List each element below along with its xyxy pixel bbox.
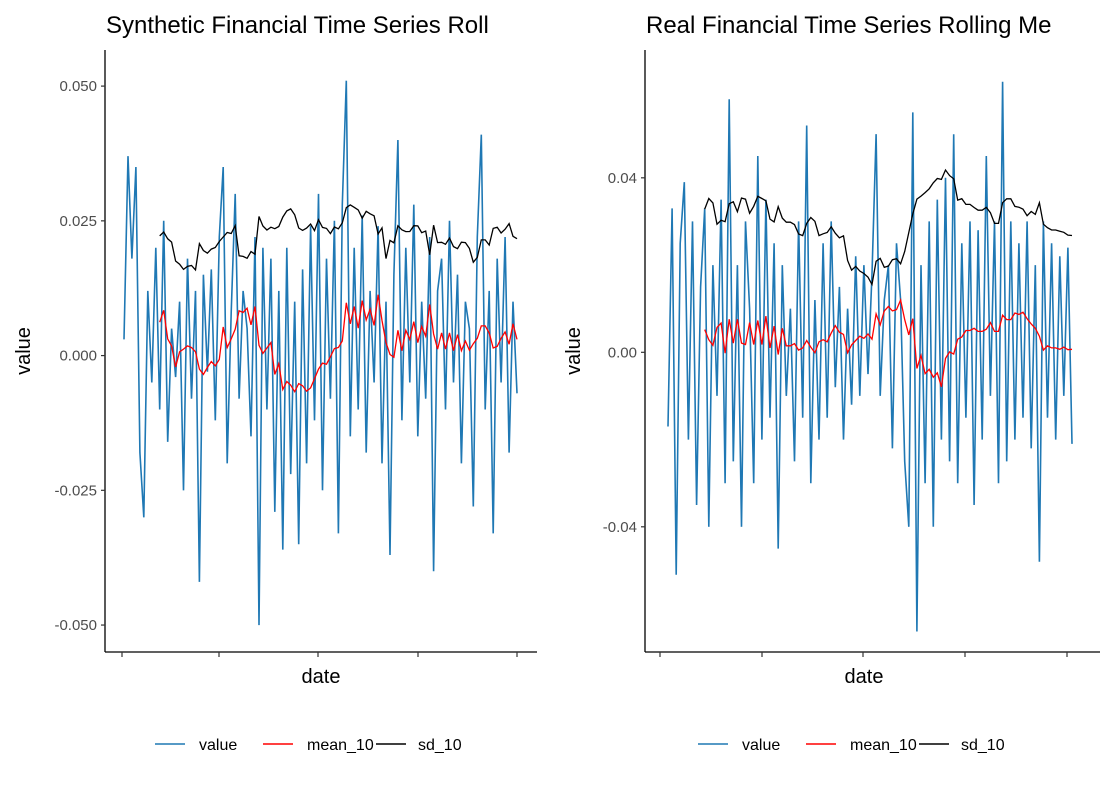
legend-item-sd_10: sd_10 [376, 737, 462, 754]
y-tick-label: 0.025 [59, 213, 97, 230]
legend-item-mean_10: mean_10 [263, 737, 374, 754]
panel-0: 0.050 0.025 0.000 -0.025 -0.050 Synthetic Fin… [13, 12, 537, 754]
legend-label: value [742, 737, 780, 754]
series-line-mean_10 [704, 297, 1073, 387]
panel-1: 0.04 0.00 -0.04 Real Financial Time Series … [563, 12, 1100, 754]
chart-title: Real Financial Time Series Rolling Me [646, 12, 1052, 39]
legend-item-value: value [155, 737, 237, 754]
series-line-value [667, 81, 1073, 632]
y-tick-label: 0.050 [59, 78, 97, 95]
chart-title: Synthetic Financial Time Series Roll [106, 12, 489, 39]
y-tick-label: 0.000 [59, 348, 97, 365]
series-line-sd_10 [159, 204, 518, 272]
legend-item-value: value [698, 737, 780, 754]
series-line-sd_10 [704, 168, 1073, 287]
legend-item-mean_10: mean_10 [806, 737, 917, 754]
legend-label: mean_10 [307, 737, 374, 754]
legend-item-sd_10: sd_10 [919, 737, 1005, 754]
legend-label: value [199, 737, 237, 754]
legend-label: sd_10 [418, 737, 462, 754]
y-axis-title: value [563, 327, 585, 375]
legend-label: sd_10 [961, 737, 1005, 754]
y-tick-label: -0.050 [54, 617, 97, 634]
x-axis-title: date [302, 666, 341, 688]
y-axis-title: value [13, 327, 35, 375]
y-tick-label: -0.025 [54, 482, 97, 499]
y-tick-label: 0.04 [608, 170, 637, 187]
x-axis-title: date [845, 666, 884, 688]
legend-label: mean_10 [850, 737, 917, 754]
y-tick-label: 0.00 [608, 344, 637, 361]
y-tick-label: -0.04 [603, 519, 637, 536]
series-line-value [123, 80, 518, 626]
series-line-mean_10 [159, 294, 518, 394]
